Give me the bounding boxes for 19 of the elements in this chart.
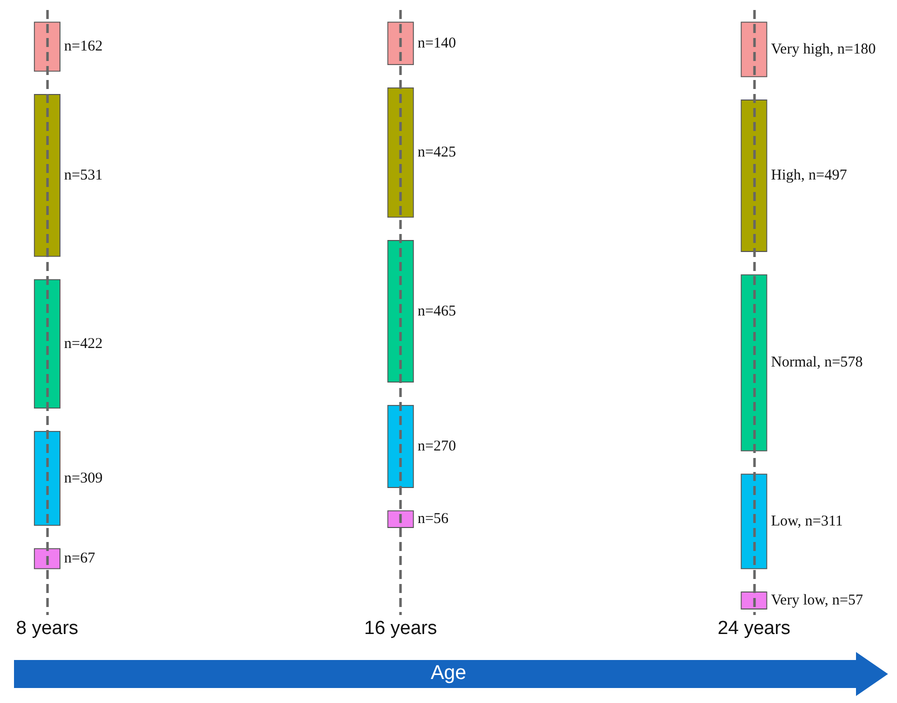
data-label: Very high, n=180: [771, 41, 876, 58]
text: Age: [430, 662, 468, 685]
data-label: n=270: [418, 438, 456, 454]
data-label: n=56: [418, 511, 450, 528]
data-label: Very low, n=57: [771, 592, 864, 608]
data-label: n=140: [418, 35, 456, 52]
data-label: n=162: [64, 38, 103, 55]
category-label: 24 years: [718, 618, 790, 639]
data-label: n=531: [64, 167, 103, 184]
category-label: 16 years: [364, 618, 438, 639]
data-label: Low, n=311: [771, 513, 843, 530]
data-label: High, n=497: [771, 168, 848, 184]
data-label: n=425: [418, 144, 456, 160]
data-label: n=422: [64, 336, 103, 352]
category-label: 8 years: [16, 618, 78, 639]
data-label: n=67: [64, 550, 96, 567]
data-label: Normal, n=578: [771, 354, 863, 371]
data-label: n=309: [64, 470, 103, 486]
data-label: n=465: [418, 303, 456, 320]
